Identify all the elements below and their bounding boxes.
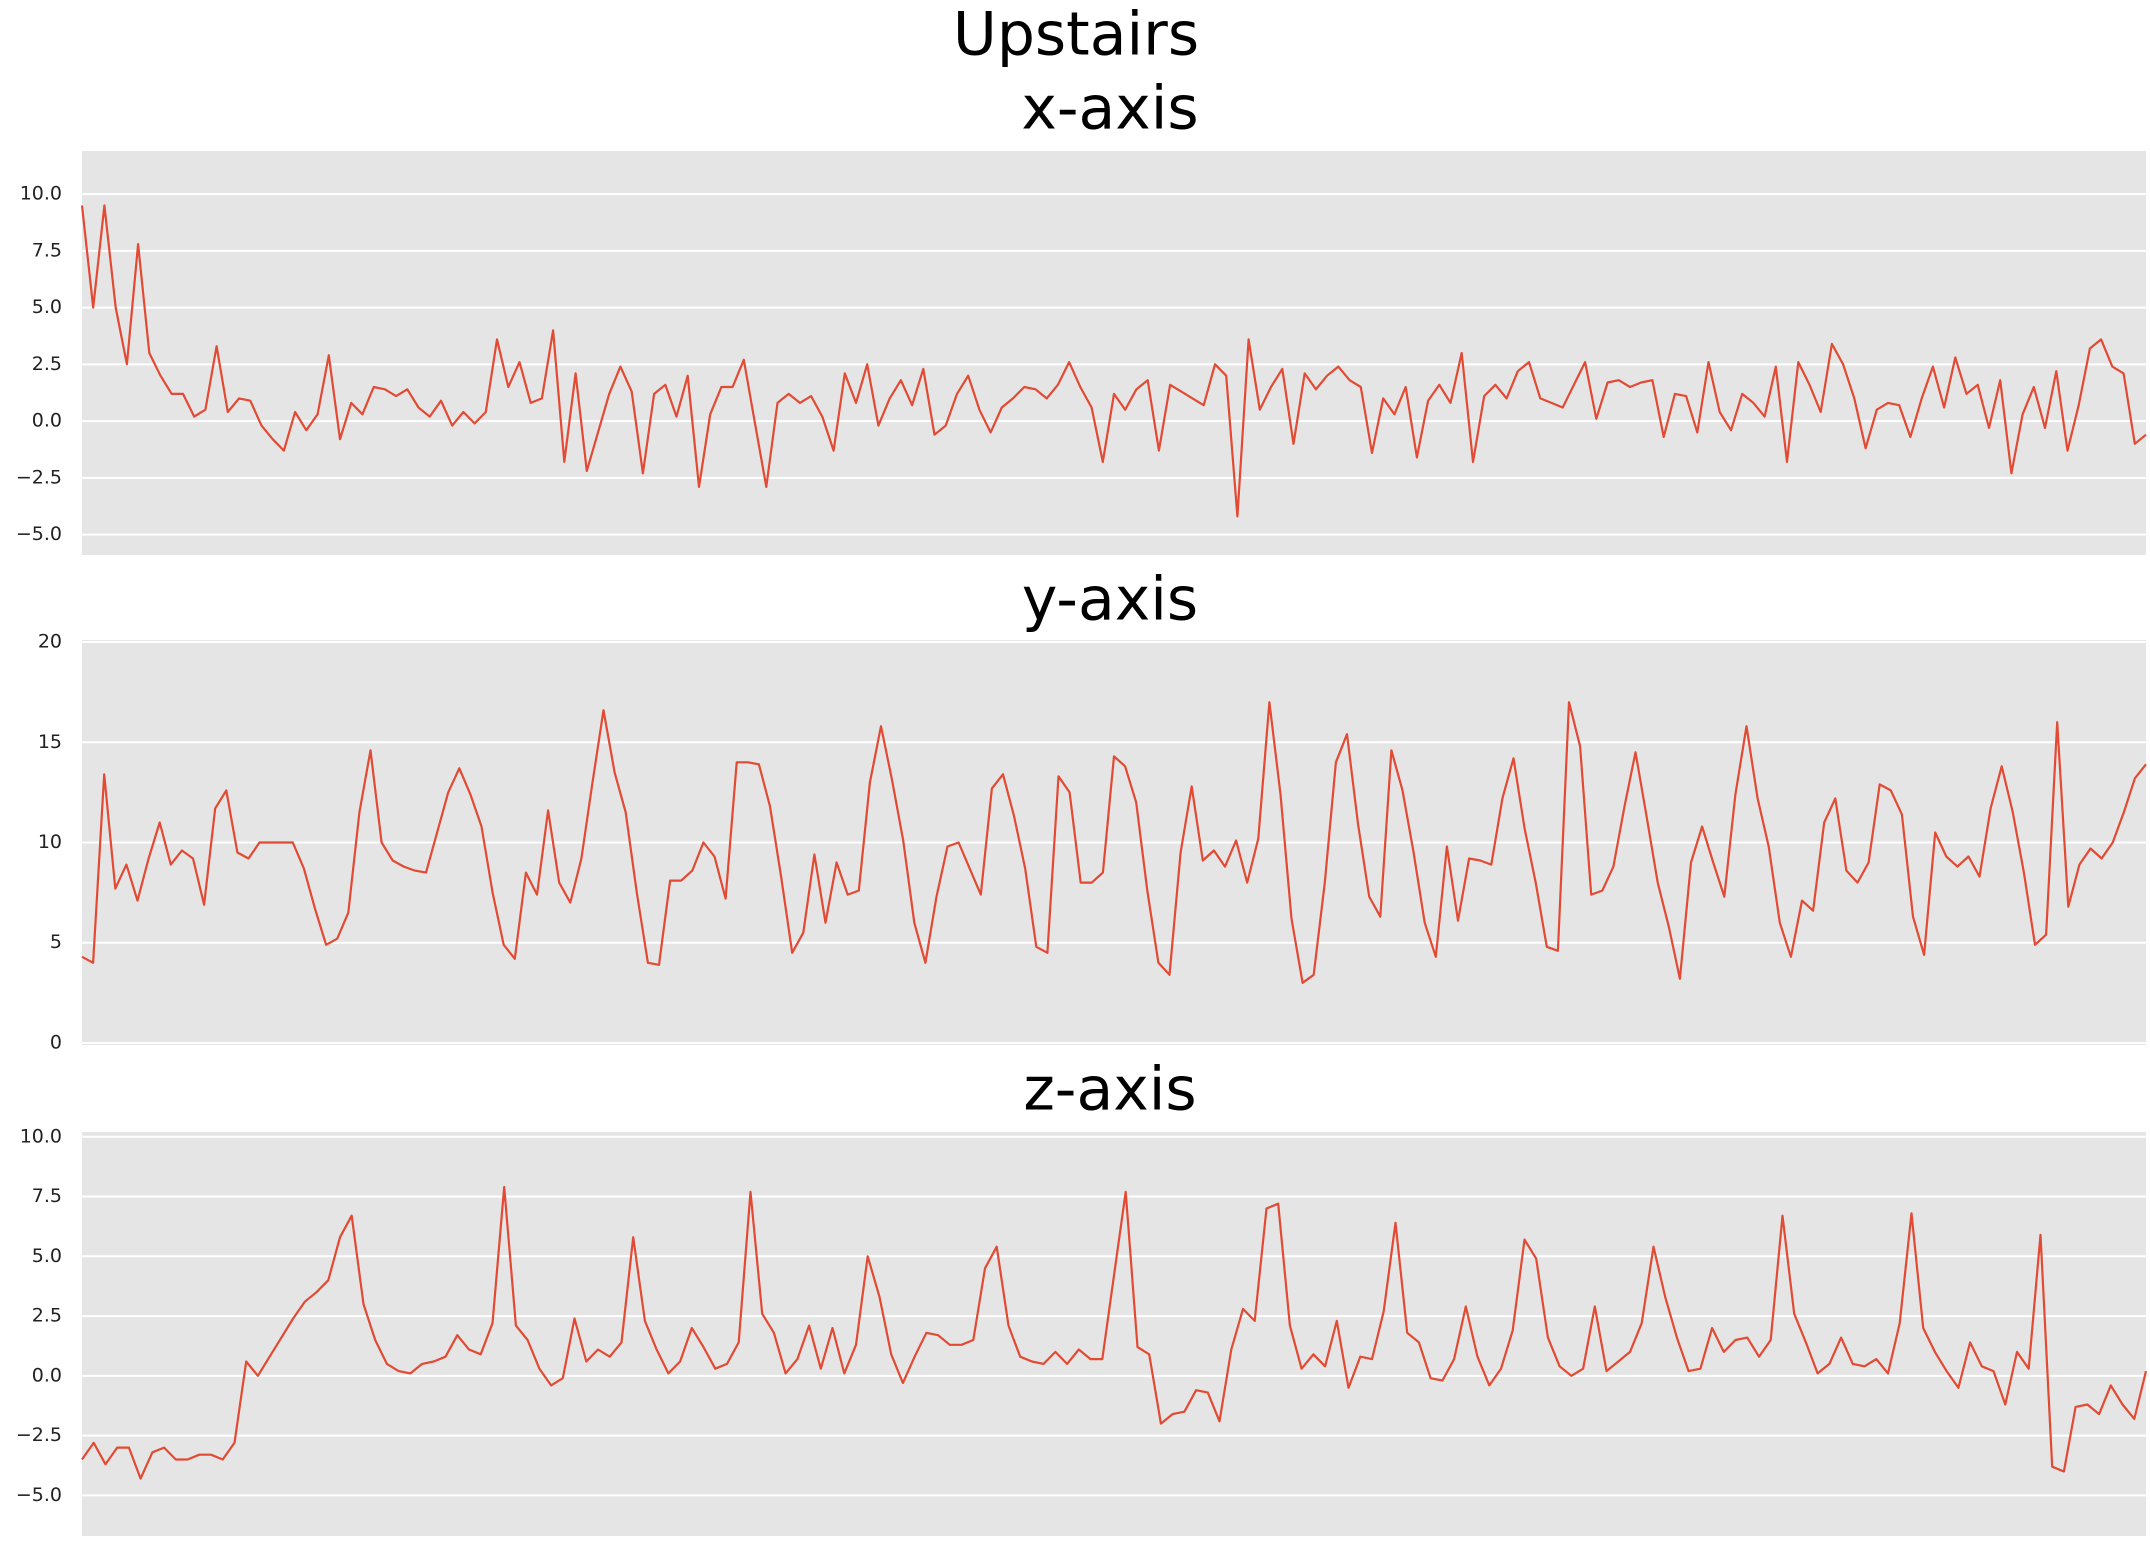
y-tick-label: 7.5 [32,1185,62,1207]
y-tick-label: 5 [50,931,62,953]
y-tick-label: 0 [50,1031,62,1053]
y-tick-label: 15 [38,731,62,753]
y-tick-label: 10 [38,831,62,853]
y-tick-label: 0.0 [32,410,62,432]
data-line [80,204,2147,518]
subplot-title: x-axis [1021,74,1198,144]
y-tick-label: 5.0 [32,1245,62,1267]
y-tick-label: −2.5 [16,1424,62,1446]
y-tick-label: 7.5 [32,239,62,261]
y-tick-label: −5.0 [16,1484,62,1506]
y-tick-label: −2.5 [16,466,62,488]
y-tick-label: 10.0 [20,1125,62,1147]
subplot-title: y-axis [1022,565,1198,635]
y-tick-label: −5.0 [16,523,62,545]
subplot-title: z-axis [1023,1055,1196,1125]
y-tick-label: 10.0 [20,183,62,205]
y-tick-label: 5.0 [32,296,62,318]
y-tick-label: 20 [38,631,62,653]
y-tick-label: 2.5 [32,353,62,375]
figure-title: Upstairs [953,0,1199,70]
data-line [81,701,2147,984]
plot-background [82,151,2146,555]
y-tick-label: 2.5 [32,1305,62,1327]
y-tick-label: 0.0 [32,1364,62,1386]
data-line [81,1185,2148,1480]
plot-background [82,1132,2146,1536]
